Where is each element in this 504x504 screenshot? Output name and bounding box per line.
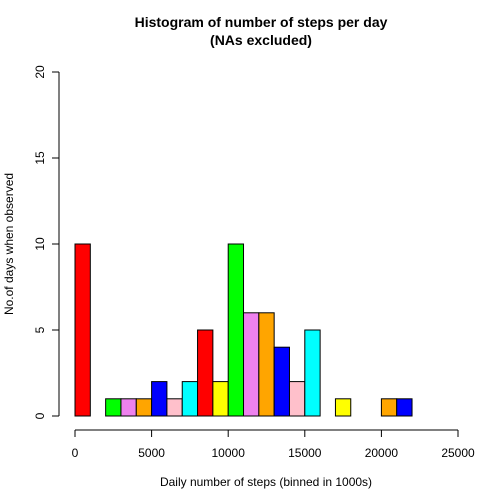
- y-axis-label: No.of days when observed: [2, 173, 16, 315]
- x-tick-label: 15000: [288, 446, 322, 460]
- histogram-bar: [380, 398, 398, 417]
- histogram-bar: [181, 381, 199, 417]
- histogram-bar: [135, 398, 153, 417]
- y-tick-label: 5: [33, 326, 47, 333]
- x-tick-label: 10000: [212, 446, 246, 460]
- histogram-bar: [74, 243, 91, 417]
- histogram-bar: [197, 329, 214, 417]
- chart-title: Histogram of number of steps per day: [135, 14, 388, 30]
- chart-subtitle: (NAs excluded): [210, 32, 312, 48]
- y-tick-label: 15: [33, 151, 47, 165]
- histogram-bar: [212, 381, 229, 417]
- histogram-bar: [396, 398, 413, 417]
- histogram-bar: [304, 329, 321, 417]
- histogram-bar: [120, 398, 137, 417]
- x-axis-label: Daily number of steps (binned in 1000s): [160, 475, 372, 489]
- histogram-bar: [105, 398, 122, 417]
- y-axis: 0 5 10 15 20: [33, 65, 60, 419]
- histogram-bar: [334, 398, 352, 417]
- histogram-bar: [151, 381, 168, 417]
- x-tick-label: 0: [72, 446, 79, 460]
- histogram-bar: [243, 312, 260, 417]
- bars-group: [74, 243, 413, 417]
- x-tick-label: 20000: [365, 446, 399, 460]
- histogram-bar: [227, 243, 245, 417]
- y-tick-label: 0: [33, 412, 47, 419]
- histogram-bar: [258, 312, 275, 417]
- y-tick-label: 10: [33, 237, 47, 251]
- x-tick-label: 25000: [441, 446, 475, 460]
- x-axis: 0 5000 10000 15000 20000 25000: [72, 429, 475, 460]
- histogram-bar: [288, 381, 306, 417]
- x-tick-label: 5000: [138, 446, 165, 460]
- y-tick-label: 20: [33, 65, 47, 79]
- histogram-bar: [166, 398, 183, 417]
- histogram-bar: [273, 346, 290, 417]
